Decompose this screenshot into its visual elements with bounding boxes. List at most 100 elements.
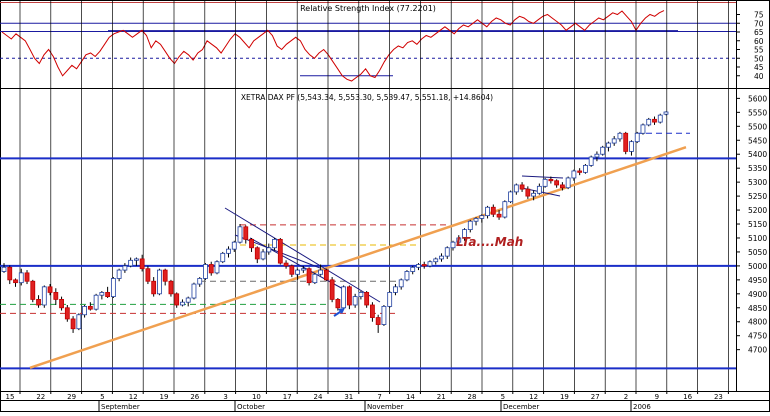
candle-up xyxy=(427,261,433,267)
candle-up xyxy=(485,206,490,217)
price-y-tick-label: 5350 xyxy=(748,164,767,173)
candle-up xyxy=(1,266,7,272)
candle-up xyxy=(531,192,536,197)
candle-down xyxy=(13,279,18,284)
candle-up xyxy=(600,146,606,155)
candle-down xyxy=(652,118,657,123)
candle-down xyxy=(577,170,583,173)
price-y-tick-label: 4800 xyxy=(748,318,767,327)
candle-up xyxy=(393,286,398,293)
candle-down xyxy=(346,286,352,306)
candle-up xyxy=(606,142,611,148)
candle-up xyxy=(571,170,577,179)
candle-up xyxy=(381,305,387,325)
price-y-tick-label: 5300 xyxy=(748,178,767,187)
price-y-tick-label: 5550 xyxy=(748,108,767,117)
candle-down xyxy=(7,266,13,281)
candle-down xyxy=(375,317,381,325)
candle-up xyxy=(76,314,82,330)
x-tick-label: 29 xyxy=(67,393,76,401)
x-tick-label: 10 xyxy=(252,393,261,401)
candle-up xyxy=(128,259,134,267)
candle-up xyxy=(640,124,646,134)
candle-up xyxy=(404,271,410,281)
candle-up xyxy=(237,226,243,243)
candle-up xyxy=(185,297,191,303)
candle-up xyxy=(116,269,122,279)
candle-up xyxy=(594,153,600,158)
candle-up xyxy=(398,279,404,288)
candle-down xyxy=(254,247,260,260)
candle-up xyxy=(410,266,416,272)
price-y-tick-label: 4750 xyxy=(748,332,767,341)
candle-up xyxy=(479,215,485,219)
x-tick-label: 21 xyxy=(437,393,446,401)
candle-up xyxy=(41,286,47,306)
candle-up xyxy=(502,201,508,218)
x-tick-labels: 15 22 29 5 12 19 26 3 10 17 24 31 7 14 21 28 5 12 19 27 2 9 16… xyxy=(6,391,729,401)
candle-down xyxy=(162,269,168,282)
rsi-y-tick-label: 40 xyxy=(754,72,764,81)
x-tick-label: 23 xyxy=(714,393,723,401)
price-y-tick-label: 4950 xyxy=(748,276,767,285)
candle-up xyxy=(295,269,300,275)
candle-down xyxy=(87,305,93,310)
candle-up xyxy=(93,294,99,310)
candle-up xyxy=(133,258,139,261)
candle-down xyxy=(554,180,560,186)
candle-up xyxy=(180,301,185,306)
candle-down xyxy=(496,213,502,218)
month-labels: September October November December 2006 xyxy=(98,400,651,412)
x-tick-label: 28 xyxy=(468,393,477,401)
month-label: October xyxy=(237,403,265,411)
candle-up xyxy=(634,132,640,143)
price-y-tick-label: 5000 xyxy=(748,262,767,271)
candle-up xyxy=(416,264,421,268)
candle-up xyxy=(352,296,358,306)
candle-up xyxy=(657,114,663,123)
candle-up xyxy=(312,273,318,284)
channel-line xyxy=(249,237,346,291)
candle-down xyxy=(36,299,41,306)
month-label: 2006 xyxy=(633,403,651,411)
x-tick-label: 19 xyxy=(560,393,569,401)
candle-up xyxy=(611,138,617,144)
candle-down xyxy=(30,280,36,300)
x-tick-label: 22 xyxy=(36,393,45,401)
x-tick-label: 3 xyxy=(223,393,227,401)
candle-up xyxy=(439,255,444,260)
candle-up xyxy=(260,251,266,260)
x-axis: 15 22 29 5 12 19 26 3 10 17 24 31 7 14 21 28 5 12 19 27 2 9 16… xyxy=(6,391,729,412)
price-y-tick-label: 5450 xyxy=(748,136,767,145)
candle-up xyxy=(110,278,116,298)
candle-down xyxy=(151,280,157,295)
candle-up xyxy=(663,111,669,115)
price-y-tick-label: 5150 xyxy=(748,220,767,229)
candle-up xyxy=(617,132,623,140)
candle-up xyxy=(266,247,272,253)
candle-up xyxy=(358,292,364,298)
price-y-tick-label: 5050 xyxy=(748,248,767,257)
candle-up xyxy=(456,237,462,243)
price-y-tick-label: 5600 xyxy=(748,94,767,103)
candle-up xyxy=(157,269,162,295)
x-tick-label: 5 xyxy=(501,393,505,401)
candle-down xyxy=(289,265,295,275)
candle-up xyxy=(508,191,513,203)
x-tick-label: 31 xyxy=(344,393,353,401)
month-label: November xyxy=(367,403,404,411)
candle-down xyxy=(249,238,254,249)
candle-up xyxy=(99,292,105,296)
candle-up xyxy=(214,261,220,274)
candle-down xyxy=(24,272,30,282)
candle-down xyxy=(174,293,180,306)
candle-down xyxy=(53,292,59,300)
x-tick-label: 14 xyxy=(406,393,415,401)
rsi-y-tick-label: 50 xyxy=(754,54,764,63)
candle-down xyxy=(306,268,312,284)
x-tick-label: 24 xyxy=(314,393,323,401)
rsi-title: Relative Strength Index (77.2201) xyxy=(300,4,436,13)
